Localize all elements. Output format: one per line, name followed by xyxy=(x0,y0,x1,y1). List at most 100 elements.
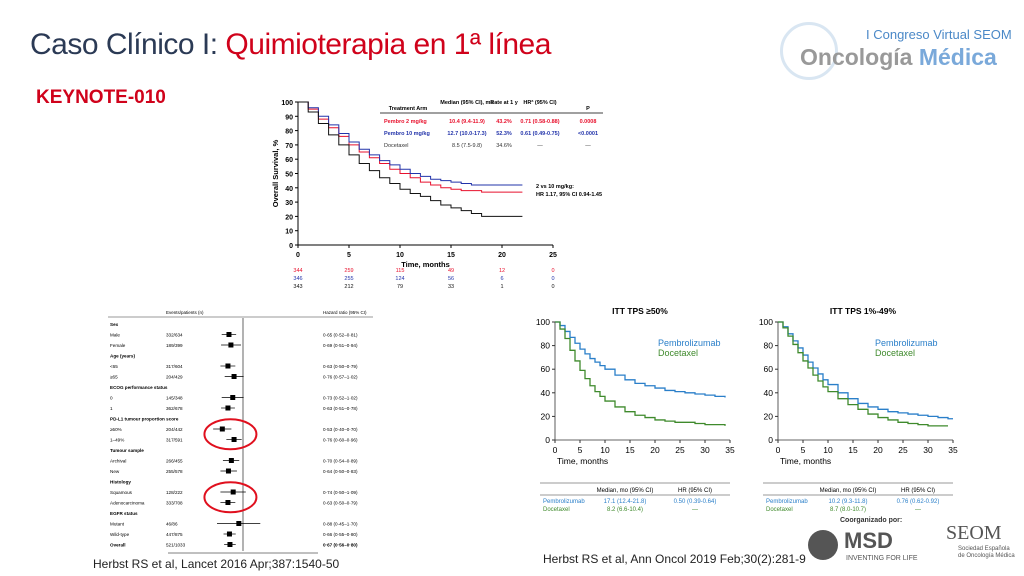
tps-title: ITT TPS 1%-49% xyxy=(830,306,897,316)
forest-hr-text: 0·63 (0·50–0·79) xyxy=(323,364,358,369)
table-cell: 0.61 (0.49-0.75) xyxy=(520,131,559,137)
y-tick-label: 0 xyxy=(545,435,550,445)
forest-point xyxy=(226,332,232,337)
legend-entry: Pembrolizumab xyxy=(875,338,938,348)
logo-medica: Médica xyxy=(912,44,997,70)
forest-hr-text: 0·76 (0·60–0·96) xyxy=(323,438,358,443)
seom-name: SEOM xyxy=(946,522,1002,544)
table-cell: 34.6% xyxy=(496,143,512,149)
forest-events: 255/578 xyxy=(166,469,183,474)
table-cell: 0.71 (0.58-0.88) xyxy=(520,119,559,125)
forest-hr-text: 0·74 (0·50–1·09) xyxy=(323,490,358,495)
forest-events: 521/1033 xyxy=(166,543,186,548)
y-tick-label: 80 xyxy=(541,341,551,351)
forest-hr-text: 0·73 (0·52–1·02) xyxy=(323,396,358,401)
forest-plot: Events/patients (n) Hazard ratio (95% CI)… xyxy=(108,310,373,554)
forest-point xyxy=(231,437,237,442)
table-header: Treatment Arm xyxy=(389,106,428,112)
forest-events: 317/591 xyxy=(166,438,183,443)
x-axis-label: Time, months xyxy=(780,456,831,466)
forest-hr-text: 0·66 (0·55–0·80) xyxy=(323,532,358,537)
forest-hr-text: 0·70 (0·54–0·89) xyxy=(323,459,358,464)
forest-row-label: 1 xyxy=(110,406,113,411)
at-risk-value: 259 xyxy=(344,268,353,274)
table-header: Median (95% CI), mo xyxy=(440,100,494,106)
at-risk-value: 0 xyxy=(551,284,554,290)
y-axis-label: Overall Survival, % xyxy=(271,139,280,207)
x-tick-label: 0 xyxy=(776,445,781,455)
slide-title: Caso Clínico I: Quimioterapia en 1ª líne… xyxy=(30,28,551,62)
forest-row-label: 1–49% xyxy=(110,438,124,443)
at-risk-value: 344 xyxy=(293,268,302,274)
at-risk-value: 12 xyxy=(499,268,505,274)
forest-row-label: Mutant xyxy=(110,522,125,527)
forest-row-label: ≥65 xyxy=(110,375,118,380)
forest-events: 332/634 xyxy=(166,333,183,338)
y-tick-label: 90 xyxy=(285,114,293,121)
table-cell: 8.2 (6.6-10.4) xyxy=(607,507,643,513)
table-cell: 10.2 (9.3-11.8) xyxy=(829,499,868,505)
congress-logo: I Congreso Virtual SEOM Oncología Médica xyxy=(780,20,1015,82)
forest-header: Hazard ratio (95% CI) xyxy=(323,310,367,315)
y-tick-label: 80 xyxy=(764,341,774,351)
highlight-ellipse xyxy=(203,481,258,514)
x-tick-label: 0 xyxy=(553,445,558,455)
series-line-0 xyxy=(778,321,953,420)
forest-row-label: Histology xyxy=(110,480,131,485)
msd-name: MSD xyxy=(844,528,893,553)
x-tick-label: 15 xyxy=(848,445,858,455)
y-tick-label: 100 xyxy=(759,317,773,327)
forest-row-label: 0 xyxy=(110,396,113,401)
y-tick-label: 20 xyxy=(285,214,293,221)
table-header: Median, mo (95% CI) xyxy=(820,488,877,494)
table-cell: Pembrolizumab xyxy=(543,499,585,505)
table-cell: Docetaxel xyxy=(384,143,408,149)
y-tick-label: 60 xyxy=(541,364,551,374)
series-line-0 xyxy=(555,321,726,398)
x-tick-label: 25 xyxy=(898,445,908,455)
table-cell: Docetaxel xyxy=(543,507,570,513)
forest-row-label: <65 xyxy=(110,364,118,369)
at-risk-value: 343 xyxy=(293,284,302,290)
forest-row-label: Tumour sample xyxy=(110,448,144,453)
y-tick-label: 20 xyxy=(541,411,551,421)
legend-entry: Docetaxel xyxy=(658,348,698,358)
title-highlight: Quimioterapia en 1ª línea xyxy=(225,28,551,61)
at-risk-value: 346 xyxy=(293,276,302,282)
table-cell: 8.5 (7.5-9.8) xyxy=(452,143,482,149)
forest-point xyxy=(226,531,232,537)
at-risk-value: 79 xyxy=(397,284,403,290)
forest-hr-text: 0·65 (0·52–0·81) xyxy=(323,333,358,338)
tps-title: ITT TPS ≥50% xyxy=(612,306,668,316)
x-tick-label: 25 xyxy=(675,445,685,455)
congress-name: I Congreso Virtual SEOM xyxy=(866,27,1012,42)
y-tick-label: 50 xyxy=(285,172,293,179)
seom-subtitle: Sociedad Española de Oncología Médica xyxy=(958,546,1015,559)
forest-row-label: Wild-type xyxy=(110,532,130,537)
table-header: Median, mo (95% CI) xyxy=(597,488,654,494)
annotation: 2 vs 10 mg/kg: xyxy=(536,184,574,190)
y-tick-label: 40 xyxy=(541,388,551,398)
forest-row-label: Female xyxy=(110,343,126,348)
forest-events: 189/399 xyxy=(166,343,183,348)
table-cell: 0.76 (0.62-0.92) xyxy=(897,499,940,505)
forest-row-label: EGFR status xyxy=(110,511,138,516)
forest-hr-text: 0·64 (0·50–0·83) xyxy=(323,469,358,474)
table-cell: 17.1 (12.4-21.8) xyxy=(604,499,647,505)
forest-events: 447/875 xyxy=(166,532,183,537)
table-cell: 0.0008 xyxy=(580,119,597,125)
forest-point xyxy=(230,489,236,495)
annotation: HR 1.17, 95% CI 0.94-1.45 xyxy=(536,192,602,198)
forest-point xyxy=(225,363,231,369)
table-cell: 52.3% xyxy=(496,131,512,137)
logo-onco: Oncología xyxy=(800,44,913,70)
y-tick-label: 20 xyxy=(764,411,774,421)
at-risk-value: 115 xyxy=(396,268,405,274)
table-cell: 8.7 (8.0-10.7) xyxy=(830,507,866,513)
forest-events: 204/429 xyxy=(166,375,183,380)
forest-point xyxy=(230,395,236,400)
y-tick-label: 100 xyxy=(281,100,293,107)
km-tps50-chart: ITT TPS ≥50% 0 20 40 60 80 100 0 5 10 15 20 25 30 35 Ti… xyxy=(536,306,735,513)
forest-row-label: New xyxy=(110,469,120,474)
x-tick-label: 20 xyxy=(498,252,506,259)
